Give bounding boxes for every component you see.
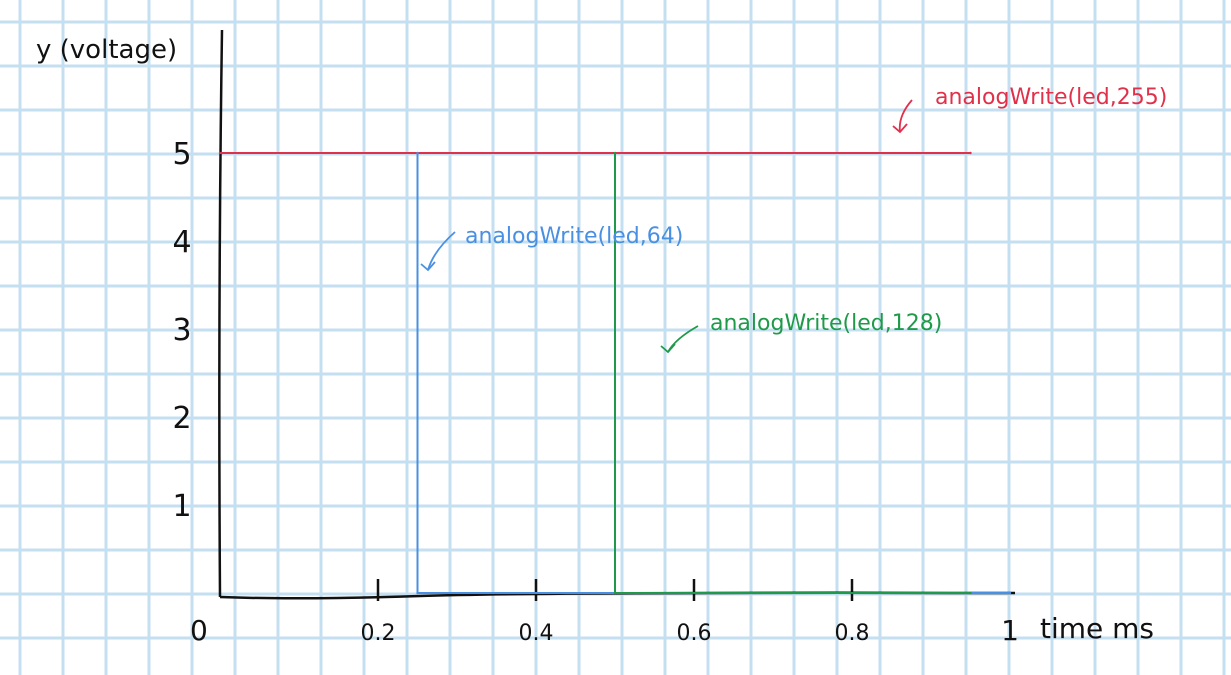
x-tick-label: 0.6 bbox=[677, 621, 712, 646]
series-point bbox=[613, 591, 617, 595]
annotation-arrow bbox=[898, 99, 913, 133]
annotation-arrowhead bbox=[660, 343, 676, 354]
series-point bbox=[416, 591, 419, 595]
annotation-label: analogWrite(led,128) bbox=[710, 311, 942, 336]
labels-layer: y (voltage) time ms 0 bbox=[36, 35, 1154, 647]
x-tick-label: 0.2 bbox=[361, 621, 396, 646]
x-tick-label: 0.8 bbox=[835, 621, 870, 646]
annotation-arrowhead bbox=[420, 261, 436, 272]
series-point bbox=[969, 151, 972, 155]
annotation-label: analogWrite(led,255) bbox=[935, 85, 1167, 110]
annotation-arrowhead bbox=[892, 123, 908, 134]
axes: 0.2 0.4 0.6 0.8 1 1 2 3 4 5 bbox=[172, 29, 1019, 647]
x-tick-label: 1 bbox=[1001, 614, 1019, 647]
annotation-arrow bbox=[427, 231, 456, 271]
series-point bbox=[218, 151, 222, 155]
series-point bbox=[1008, 591, 1012, 595]
annotations-layer: analogWrite(led,255) analogWrite(led,64) a… bbox=[420, 85, 1167, 354]
y-axis-label: y (voltage) bbox=[36, 35, 177, 65]
y-tick-label: 3 bbox=[172, 313, 191, 348]
y-tick-label: 1 bbox=[172, 489, 191, 524]
series-point bbox=[969, 591, 972, 595]
x-axis-label: time ms bbox=[1040, 612, 1154, 645]
y-tick-label: 5 bbox=[172, 137, 191, 172]
x-tick-label: 0.4 bbox=[519, 621, 554, 646]
series-point bbox=[613, 151, 617, 155]
series-layer bbox=[218, 151, 1012, 595]
origin-label: 0 bbox=[190, 614, 208, 647]
y-axis-line bbox=[218, 29, 224, 598]
series-point bbox=[416, 151, 419, 155]
y-tick-label: 2 bbox=[172, 401, 191, 436]
annotation-label: analogWrite(led,64) bbox=[465, 224, 683, 249]
y-tick-label: 4 bbox=[172, 225, 191, 260]
